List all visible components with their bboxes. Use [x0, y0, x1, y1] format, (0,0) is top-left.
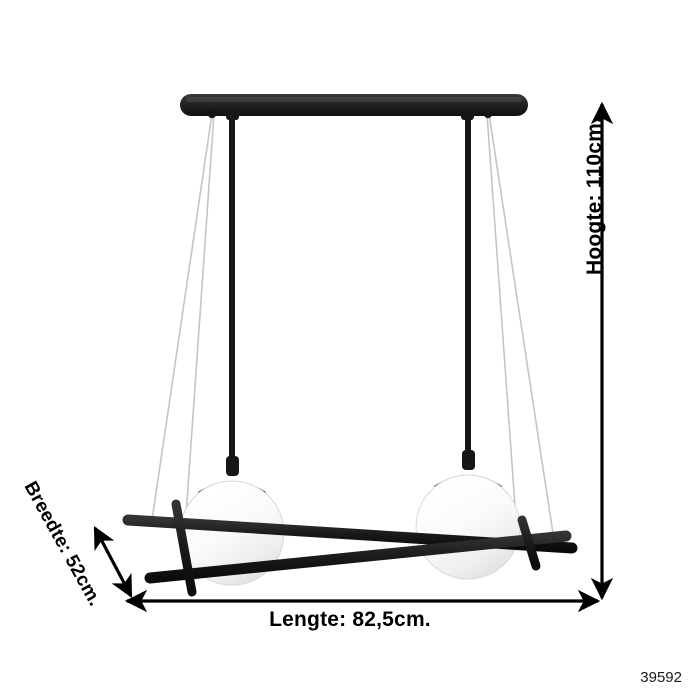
wire-right-inner	[486, 113, 517, 521]
height-dimension-text: Hoogte: 110cm.	[583, 116, 606, 275]
wire-left-inner	[185, 113, 215, 517]
width-dimension-arrow	[93, 526, 133, 598]
length-dimension-label: Lengte: 82,5cm.	[269, 608, 431, 631]
dimension-arrows	[93, 101, 614, 613]
rod-right-bracket	[517, 515, 541, 571]
wire-right-outer	[488, 113, 555, 541]
wire-left-outer	[151, 113, 213, 521]
ceiling-mount-bar	[180, 94, 528, 120]
right-glass-globe	[415, 450, 521, 580]
power-cables	[229, 112, 471, 470]
product-code: 39592	[640, 669, 682, 686]
rod-left-bracket	[171, 499, 197, 597]
height-dimension-label: Hoogte: 110cm.	[583, 117, 607, 275]
left-glass-globe	[179, 456, 285, 586]
suspension-wires	[151, 113, 555, 541]
rod-lower	[144, 530, 572, 584]
crossing-black-rods	[122, 499, 578, 597]
